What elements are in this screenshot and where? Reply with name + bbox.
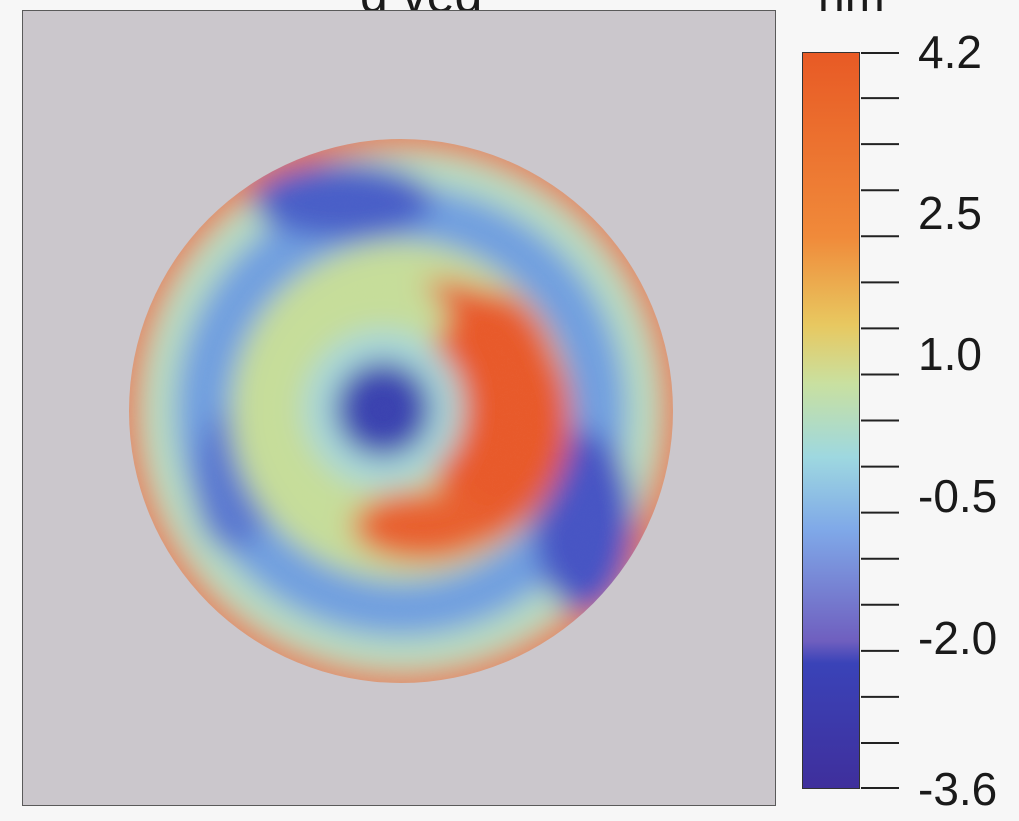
colorbar-tick-label: -2.0 [918,611,998,664]
colorbar-tick-label: -0.5 [918,470,998,523]
colorbar-unit-label: nm [818,0,885,23]
heatmap-plot-area [22,10,776,806]
colorbar-tick-label: 1.0 [918,328,982,381]
colorbar-tick-label: 4.2 [918,26,982,78]
surface-height-map [129,139,673,683]
colorbar-tick-label: 2.5 [918,186,982,239]
colorbar-ticks [861,52,901,789]
colorbar-gradient [803,53,859,788]
colorbar [802,52,860,789]
colorbar-tick-label: -3.6 [918,763,998,815]
